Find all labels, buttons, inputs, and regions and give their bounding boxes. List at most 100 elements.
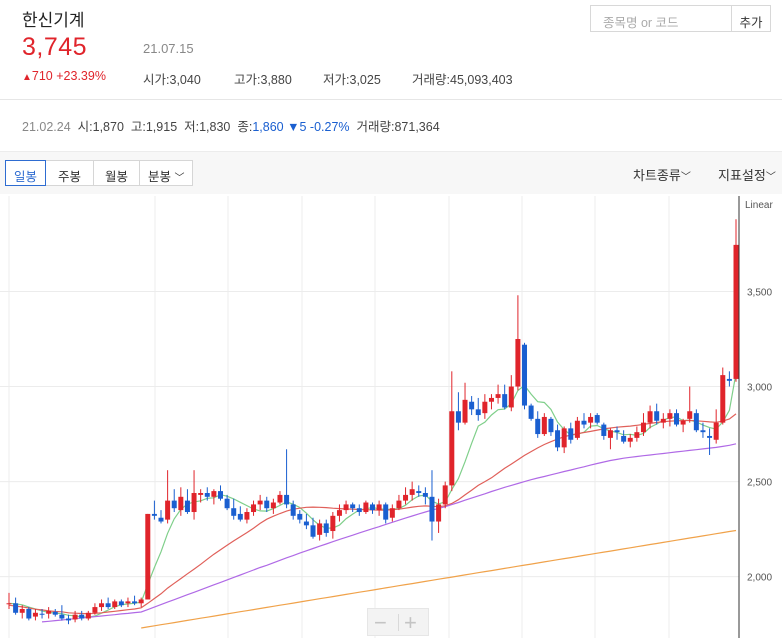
indicator-settings-menu[interactable]: 지표설정﹀ <box>718 165 776 184</box>
candle-body <box>303 521 309 526</box>
hover-high-label: 고 <box>130 120 143 134</box>
chart-type-label: 차트종류 <box>633 168 681 183</box>
candle-body <box>594 415 600 423</box>
candle-body <box>429 496 435 522</box>
candle-body <box>297 513 303 520</box>
candle-body <box>151 513 157 516</box>
candle-body <box>165 500 171 520</box>
candle-body <box>317 523 323 535</box>
candle-body <box>336 510 342 516</box>
candle-body <box>462 399 468 423</box>
hover-close-label: 종 <box>237 120 249 134</box>
y-tick-label: 2,500 <box>747 478 772 489</box>
candle-body <box>693 413 699 431</box>
candle-body <box>376 504 382 511</box>
candle-body <box>145 513 151 600</box>
candle-body <box>19 608 25 613</box>
change-percent: +23.39% <box>56 69 106 83</box>
volume-stat: 거래량:45,093,403 <box>412 73 513 87</box>
candle-body <box>158 517 164 522</box>
volume-value: 45,093,403 <box>450 73 513 87</box>
candle-body <box>442 485 448 505</box>
candle-body <box>171 500 177 509</box>
candle-body <box>323 523 329 533</box>
candle-body <box>330 515 336 532</box>
add-stock-button[interactable]: 추가 <box>731 5 771 32</box>
candle-body <box>422 493 428 497</box>
candle-body <box>601 424 607 436</box>
y-tick-label: 3,000 <box>747 383 772 394</box>
tab-daily[interactable]: 일봉 <box>5 160 46 186</box>
tab-minute[interactable]: 분봉 ﹀ <box>139 160 193 186</box>
candle-body <box>469 401 475 410</box>
candle-body <box>680 420 686 425</box>
candle-body <box>204 493 210 497</box>
open-stat: 시가:3,040 <box>143 73 201 87</box>
candle-body <box>105 603 111 608</box>
candle-body <box>403 494 409 501</box>
candle-body <box>184 500 190 513</box>
low-value: 3,025 <box>349 73 381 87</box>
candle-body <box>627 437 633 442</box>
candle-body <box>548 418 554 433</box>
candle-body <box>436 504 442 522</box>
zoom-out-icon[interactable]: − <box>374 610 387 635</box>
candlestick-chart[interactable]: 2,000 2,500 3,000 3,500 Linear <box>0 196 782 638</box>
chevron-down-icon: ﹀ <box>174 173 185 184</box>
hover-low-value: 1,830 <box>199 120 231 134</box>
candle-body <box>621 435 627 442</box>
current-price: 3,745 <box>22 33 88 61</box>
candle-body <box>581 420 587 425</box>
open-label: 시가 <box>143 73 167 87</box>
candle-body <box>244 512 250 520</box>
tab-monthly[interactable]: 월봉 <box>93 160 140 186</box>
candle-body <box>502 394 508 408</box>
candle-body <box>264 500 270 509</box>
high-stat: 고가:3,880 <box>234 73 292 87</box>
candle-body <box>46 610 52 614</box>
candle-body <box>733 244 739 379</box>
candle-body <box>59 614 65 619</box>
change-amount: 710 <box>31 69 53 83</box>
candle-body <box>257 500 263 505</box>
candle-body <box>65 618 71 621</box>
candle-body <box>654 411 660 421</box>
candle-body <box>32 612 38 617</box>
candle-body <box>26 608 32 619</box>
candle-body <box>660 418 666 423</box>
candle-body <box>528 405 534 419</box>
tab-weekly[interactable]: 주봉 <box>45 160 94 186</box>
hover-candle-info: 21.02.24 시:1,870 고:1,915 저:1,830 종:1,860… <box>22 120 440 134</box>
zoom-in-icon[interactable]: + <box>404 610 417 635</box>
hover-date: 21.02.24 <box>22 120 71 134</box>
candle-body <box>343 504 349 511</box>
candle-body <box>647 411 653 423</box>
candle-body <box>713 422 719 440</box>
down-arrow-icon: ▼ <box>287 120 300 134</box>
chart-type-menu[interactable]: 차트종류﹀ <box>633 165 691 184</box>
candle-body <box>251 504 257 513</box>
chevron-down-icon: ﹀ <box>765 172 776 183</box>
candle-body <box>277 494 283 503</box>
candle-body <box>178 496 184 511</box>
candle-body <box>231 508 237 516</box>
candle-body <box>138 599 144 604</box>
candle-body <box>455 411 461 423</box>
candle-body <box>389 508 395 518</box>
candle-body <box>118 601 124 606</box>
candle-body <box>416 491 422 494</box>
hover-low-label: 저 <box>184 120 196 134</box>
candle-body <box>191 493 197 513</box>
candle-body <box>363 502 369 513</box>
hover-close-value: 1,860 <box>252 120 284 134</box>
candle-body <box>726 378 732 381</box>
hover-open-value: 1,870 <box>92 120 124 134</box>
moving-average-line <box>41 443 737 623</box>
high-value: 3,880 <box>260 73 292 87</box>
tab-minute-label: 분봉 <box>148 170 172 184</box>
candle-body <box>39 613 45 615</box>
candle-body <box>211 491 217 497</box>
stock-search-input[interactable]: 종목명 or 코드 <box>590 5 732 32</box>
candle-body <box>72 614 78 620</box>
hover-high-value: 1,915 <box>145 120 178 134</box>
